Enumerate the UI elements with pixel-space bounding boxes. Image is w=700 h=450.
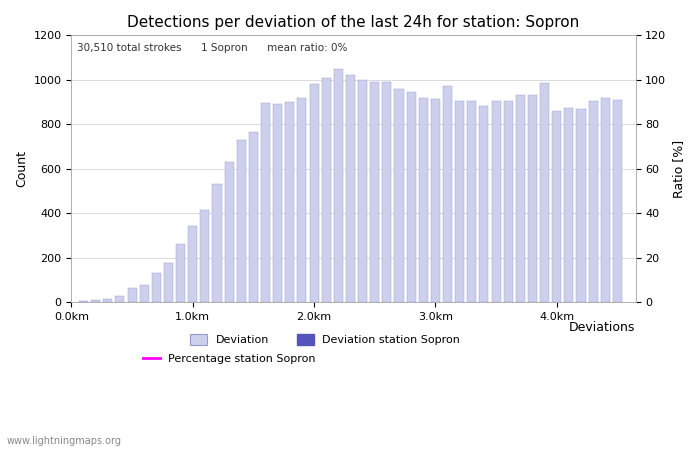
Bar [91,300,100,302]
Bar [467,101,476,302]
Bar [309,84,318,302]
Bar [491,101,500,302]
Y-axis label: Ratio [%]: Ratio [%] [672,140,685,198]
Bar [564,108,573,302]
Bar [116,297,125,302]
Bar [419,98,428,302]
Bar [516,95,525,302]
Bar [540,83,549,302]
Bar [589,101,598,302]
Bar [298,98,307,302]
Bar [176,244,186,302]
Bar [443,86,452,302]
Bar [104,299,113,302]
Bar [286,102,295,302]
Bar [273,104,282,302]
Legend: Percentage station Sopron: Percentage station Sopron [139,350,321,369]
Bar [127,288,136,302]
Bar [430,99,440,302]
Bar [213,184,222,302]
Bar [528,95,537,302]
Bar [79,301,88,302]
Bar [552,111,561,302]
Bar [455,101,464,302]
Bar [225,162,234,302]
Y-axis label: Count: Count [15,150,28,187]
Bar [188,226,197,302]
Bar [200,210,209,302]
Title: Detections per deviation of the last 24h for station: Sopron: Detections per deviation of the last 24h… [127,15,580,30]
Bar [140,285,149,302]
Bar [480,107,489,302]
Bar [394,89,403,302]
Bar [346,75,355,302]
Bar [322,77,331,302]
Bar [237,140,246,302]
Bar [407,92,416,302]
Bar [601,98,610,302]
Bar [382,82,391,302]
Bar [249,132,258,302]
Bar [576,108,585,302]
Text: www.lightningmaps.org: www.lightningmaps.org [7,436,122,446]
Bar [164,263,173,302]
Bar [612,100,622,302]
Bar [370,82,379,302]
Text: 30,510 total strokes      1 Sopron      mean ratio: 0%: 30,510 total strokes 1 Sopron mean ratio… [77,43,347,54]
Bar [358,80,367,302]
Text: Deviations: Deviations [569,321,636,333]
Bar [334,69,343,302]
Bar [152,273,161,302]
Bar [261,103,270,302]
Bar [503,101,512,302]
